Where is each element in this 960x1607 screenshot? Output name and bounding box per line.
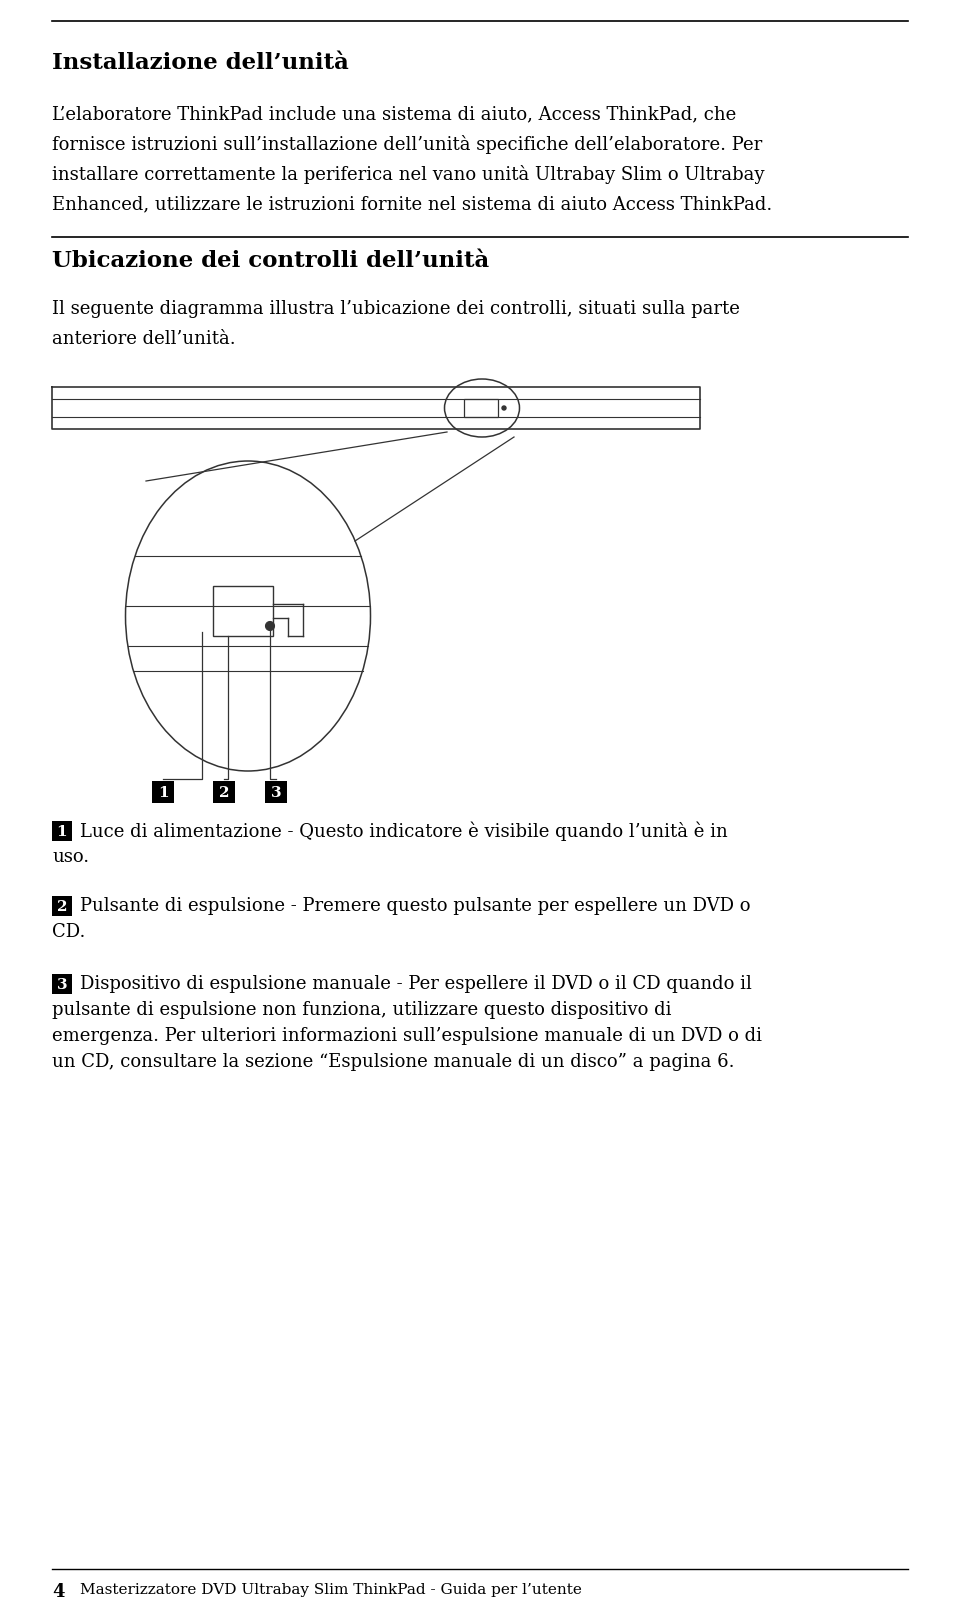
Text: L’elaboratore ThinkPad include una sistema di aiuto, Access ThinkPad, che: L’elaboratore ThinkPad include una siste… <box>52 104 736 122</box>
Text: Dispositivo di espulsione manuale - Per espellere il DVD o il CD quando il: Dispositivo di espulsione manuale - Per … <box>80 974 752 993</box>
Text: Enhanced, utilizzare le istruzioni fornite nel sistema di aiuto Access ThinkPad.: Enhanced, utilizzare le istruzioni forni… <box>52 194 772 212</box>
Text: Il seguente diagramma illustra l’ubicazione dei controlli, situati sulla parte: Il seguente diagramma illustra l’ubicazi… <box>52 301 740 318</box>
Circle shape <box>502 407 506 411</box>
Text: CD.: CD. <box>52 922 85 940</box>
Bar <box>152 781 174 804</box>
Text: installare correttamente la periferica nel vano unità Ultrabay Slim o Ultrabay: installare correttamente la periferica n… <box>52 166 764 183</box>
Text: Pulsante di espulsione - Premere questo pulsante per espellere un DVD o: Pulsante di espulsione - Premere questo … <box>80 897 751 914</box>
Bar <box>464 400 498 418</box>
Text: 2: 2 <box>219 786 229 800</box>
Text: 1: 1 <box>57 824 67 839</box>
Text: 2: 2 <box>57 900 67 913</box>
Bar <box>52 974 72 995</box>
Bar <box>213 587 273 636</box>
Text: Luce di alimentazione - Questo indicatore è visibile quando l’unità è in: Luce di alimentazione - Questo indicator… <box>80 821 728 840</box>
Bar <box>265 781 287 804</box>
Text: 4: 4 <box>52 1581 64 1601</box>
Text: 1: 1 <box>157 786 168 800</box>
Text: Masterizzatore DVD Ultrabay Slim ThinkPad - Guida per l’utente: Masterizzatore DVD Ultrabay Slim ThinkPa… <box>80 1581 582 1596</box>
Text: anteriore dell’unità.: anteriore dell’unità. <box>52 329 235 347</box>
Text: un CD, consultare la sezione “Espulsione manuale di un disco” a pagina 6.: un CD, consultare la sezione “Espulsione… <box>52 1053 734 1070</box>
Bar <box>213 781 235 804</box>
Text: fornisce istruzioni sull’installazione dell’unità specifiche dell’elaboratore. P: fornisce istruzioni sull’installazione d… <box>52 135 762 154</box>
Text: 3: 3 <box>271 786 281 800</box>
Text: Installazione dell’unità: Installazione dell’unità <box>52 51 348 74</box>
Bar <box>52 821 72 842</box>
Text: 3: 3 <box>57 977 67 992</box>
Text: uso.: uso. <box>52 847 89 866</box>
Circle shape <box>266 622 275 632</box>
Text: pulsante di espulsione non funziona, utilizzare questo dispositivo di: pulsante di espulsione non funziona, uti… <box>52 1001 671 1019</box>
Text: Ubicazione dei controlli dell’unità: Ubicazione dei controlli dell’unità <box>52 249 490 272</box>
Bar <box>52 897 72 916</box>
Text: emergenza. Per ulteriori informazioni sull’espulsione manuale di un DVD o di: emergenza. Per ulteriori informazioni su… <box>52 1027 762 1045</box>
